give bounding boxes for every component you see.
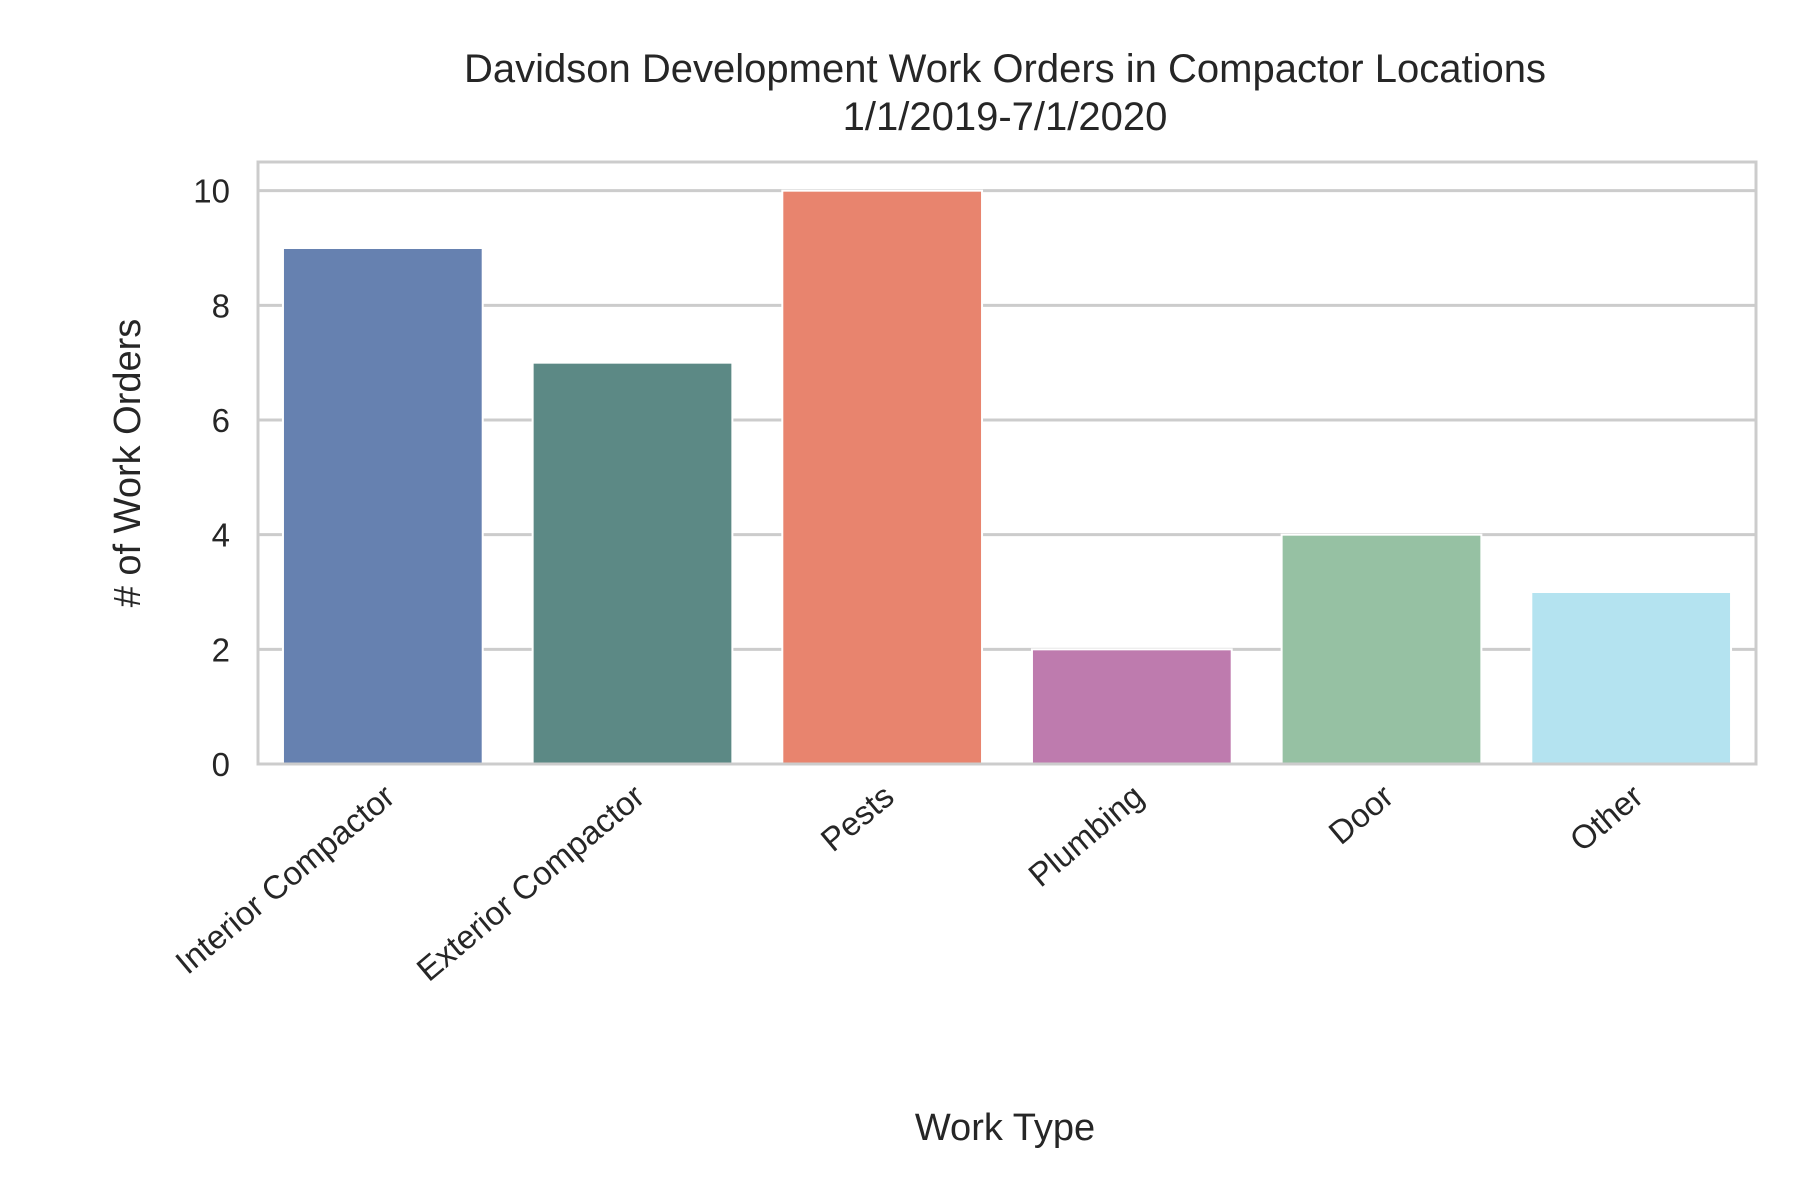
chart-title: Davidson Development Work Orders in Comp… xyxy=(464,47,1546,91)
y-tick-label: 4 xyxy=(212,517,230,554)
y-tick-label: 2 xyxy=(212,631,230,668)
x-tick-label: Pests xyxy=(814,777,901,858)
bar-plumbing xyxy=(1030,648,1233,765)
y-tick-label: 10 xyxy=(193,173,230,210)
bar-other xyxy=(1530,591,1733,765)
y-tick-labels: 0 2 4 6 8 10 xyxy=(193,173,230,783)
plot-frame xyxy=(256,160,1758,766)
y-tick-label: 0 xyxy=(212,746,230,783)
bar-interior-compactor xyxy=(281,247,484,765)
x-tick-label: Exterior Compactor xyxy=(409,777,651,988)
y-axis-label: # of Work Orders xyxy=(107,319,149,608)
bars xyxy=(281,189,1733,766)
y-tick-label: 6 xyxy=(212,402,230,439)
bar-exterior-compactor xyxy=(531,361,734,765)
y-tick-label: 8 xyxy=(212,287,230,324)
x-tick-label: Other xyxy=(1563,777,1650,858)
x-tick-label: Interior Compactor xyxy=(168,777,401,981)
bar-door xyxy=(1280,533,1483,766)
bar-pests xyxy=(781,189,984,765)
x-axis-label: Work Type xyxy=(915,1107,1095,1149)
x-tick-labels: Interior Compactor Exterior Compactor Pest… xyxy=(168,777,1649,988)
x-tick-label: Plumbing xyxy=(1021,777,1150,894)
x-tick-label: Door xyxy=(1321,777,1400,851)
chart-subtitle: 1/1/2019-7/1/2020 xyxy=(843,95,1168,139)
